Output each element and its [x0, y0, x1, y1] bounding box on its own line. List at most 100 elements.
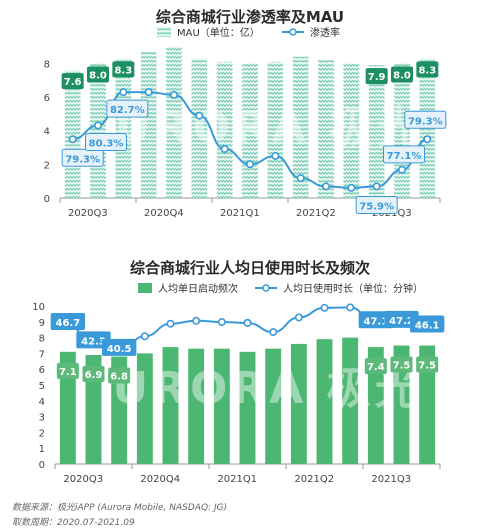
line-point — [296, 174, 305, 183]
y-tick-label: 7 — [39, 349, 45, 360]
line-point — [397, 165, 406, 174]
line-point — [243, 318, 252, 327]
bar-value-label: 8.0 — [89, 70, 107, 81]
line-value-label: 42.3 — [81, 336, 106, 347]
line-point — [195, 111, 204, 120]
line-point — [246, 160, 255, 169]
line-label-box — [383, 145, 425, 164]
data-period: 取数周期：2020.07-2021.09 — [12, 518, 135, 528]
bar — [166, 46, 182, 198]
bar-value-label: 8.3 — [418, 65, 436, 76]
line-point — [372, 182, 381, 191]
bar-value-label: 7.4 — [367, 362, 385, 373]
bar — [292, 56, 309, 199]
line-value-label: 77.1% — [387, 151, 422, 162]
y-tick-label: 10 — [32, 302, 45, 313]
bar — [213, 348, 230, 464]
y-tick-label: 8 — [39, 334, 45, 345]
legend-swatch-point — [262, 284, 270, 292]
line-point — [94, 121, 103, 130]
line-label-box — [409, 315, 445, 333]
legend-swatch-bar — [157, 27, 171, 37]
line-point — [166, 319, 175, 328]
bar-value-label: 6.9 — [85, 370, 103, 381]
x-tick-label: 2021Q2 — [296, 208, 336, 219]
bar-value-label: 7.5 — [393, 361, 411, 372]
line-label-box — [101, 338, 137, 356]
y-tick-label: 6 — [44, 93, 50, 104]
line-label-box — [106, 99, 149, 118]
bar — [191, 58, 208, 199]
penetration-mau-chart: 综合商城行业渗透率及MAU 0 2 4 6 8 2020Q3 2020Q4 2021Q1 202… — [0, 0, 500, 245]
line-value-label: 79.3% — [65, 154, 100, 165]
y-tick-label: 9 — [39, 318, 45, 329]
bar — [316, 339, 333, 464]
bar-label-box — [112, 61, 135, 78]
bar-value-label: 8.0 — [393, 70, 411, 81]
line-point — [347, 183, 356, 192]
bar — [290, 343, 307, 464]
bar — [394, 63, 410, 198]
line-point — [271, 151, 280, 160]
usage-time-frequency-chart: 综合商城行业人均日使用时长及频次 0 1 2 3 4 5 6 7 8 9 10 2020Q3 2020Q… — [0, 245, 500, 500]
bar — [188, 348, 205, 464]
legend-label-bar: 人均单日启动频次 — [158, 282, 238, 295]
bar-label-box — [82, 365, 105, 382]
line-value-label: 46.7 — [55, 318, 80, 329]
chart-canvas: 0 1 2 3 4 5 6 7 8 9 10 2020Q3 2020Q4 2021Q1 2021Q2 2021… — [32, 282, 445, 485]
line-point — [140, 332, 149, 341]
bar-label-box — [391, 66, 413, 83]
x-tick-label: 2021Q2 — [294, 474, 334, 485]
bar-value-label: 6.8 — [110, 372, 128, 383]
line-point — [68, 135, 77, 144]
chart-title: 综合商城行业人均日使用时长及频次 — [129, 259, 370, 277]
line-point — [217, 318, 226, 327]
line-value-label: 40.5 — [107, 344, 132, 355]
bar-label-box — [108, 367, 131, 384]
bar — [342, 337, 359, 464]
bar — [140, 51, 157, 198]
line-value-label: 82.7% — [110, 105, 145, 116]
bar — [59, 351, 76, 464]
bar-value-label: 7.5 — [418, 361, 436, 372]
chart-title: 综合商城行业渗透率及MAU — [155, 8, 345, 26]
bar — [239, 351, 256, 464]
x-tick-label: 2021Q1 — [220, 208, 260, 219]
bar — [368, 65, 385, 199]
line-label-box — [50, 312, 86, 330]
x-tick-label: 2021Q3 — [371, 474, 411, 485]
bar — [85, 354, 102, 464]
legend-label-line: 人均日使用时长（单位：分钟） — [283, 282, 423, 295]
line-value-label: 75.9% — [359, 201, 394, 212]
bar-value-label: 8.3 — [114, 65, 132, 76]
y-tick-label: 1 — [39, 444, 45, 455]
bar — [367, 347, 384, 464]
line-value-label: 79.3% — [408, 116, 443, 127]
bar — [265, 348, 282, 464]
bar — [162, 347, 179, 464]
line-value-label: 47.1 — [363, 316, 388, 327]
bar — [64, 70, 81, 198]
y-tick-label: 4 — [44, 127, 50, 138]
line-label-box — [355, 195, 398, 214]
x-tick-label: 2020Q4 — [140, 474, 180, 485]
y-tick-label: 6 — [39, 365, 45, 376]
line-value-label: 47.2 — [389, 316, 414, 327]
y-tick-label: 8 — [44, 59, 50, 70]
bar-label-box — [365, 68, 388, 85]
line-point — [346, 303, 355, 312]
y-tick-label: 2 — [44, 160, 50, 171]
line-point — [423, 135, 432, 144]
line-point — [220, 145, 229, 154]
y-tick-label: 0 — [44, 194, 50, 205]
y-tick-label: 5 — [39, 381, 45, 392]
y-tick-label: 3 — [39, 413, 45, 424]
bar — [90, 63, 106, 198]
y-tick-label: 4 — [39, 397, 45, 408]
bar — [343, 63, 360, 198]
legend-label-bar: MAU（单位：亿） — [177, 26, 260, 39]
bar-label-box — [416, 61, 439, 78]
x-tick-label: 2020Q4 — [144, 208, 184, 219]
x-tick-label: 2020Q3 — [68, 208, 108, 219]
bar — [419, 345, 436, 464]
